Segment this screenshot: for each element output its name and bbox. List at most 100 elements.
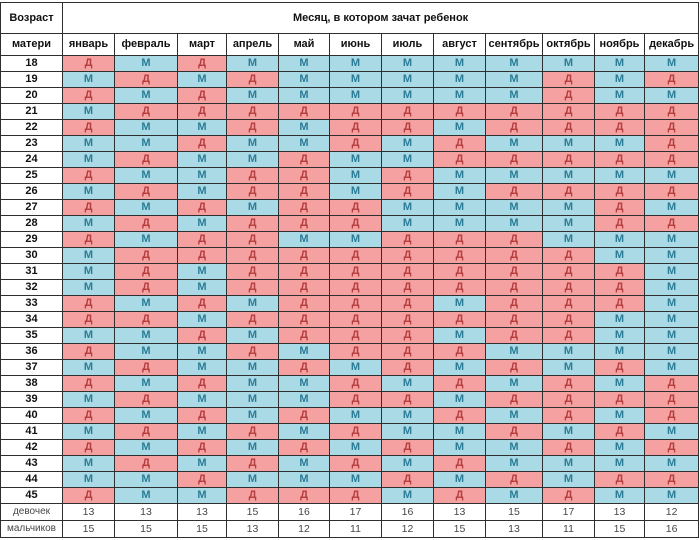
girl-cell: Д — [433, 151, 486, 168]
boy-cell: М — [62, 423, 115, 440]
boy-cell: М — [177, 487, 227, 504]
boy-cell: М — [643, 279, 700, 296]
boy-cell: М — [278, 231, 330, 248]
boy-cell: М — [62, 391, 115, 408]
boy-cell: М — [433, 439, 486, 456]
age-cell: 31 — [0, 263, 63, 280]
girl-cell: Д — [114, 247, 178, 264]
boy-cell: М — [62, 279, 115, 296]
table-row: 35 М М Д М Д Д Д М Д Д М М — [0, 327, 700, 344]
boy-cell: М — [594, 247, 645, 264]
boy-cell: М — [643, 327, 700, 344]
boy-cell: М — [226, 55, 279, 72]
age-header-line1: Возраст — [0, 2, 63, 34]
summary-row: мальчиков 15 15 15 13 12 11 12 15 13 11 15 16 — [0, 520, 700, 538]
boy-cell: М — [329, 71, 382, 88]
age-cell: 30 — [0, 247, 63, 264]
girl-cell: Д — [433, 103, 486, 120]
boy-cell: М — [329, 183, 382, 200]
girl-cell: Д — [114, 71, 178, 88]
girl-cell: Д — [278, 215, 330, 232]
boy-cell: М — [62, 183, 115, 200]
girl-cell: Д — [433, 311, 486, 328]
table-row: 26 М Д М Д Д М Д М Д Д Д Д — [0, 183, 700, 200]
girl-cell: Д — [542, 71, 595, 88]
boy-cell: М — [329, 471, 382, 488]
girl-cell: Д — [177, 407, 227, 424]
boy-cell: М — [329, 167, 382, 184]
girl-cell: Д — [114, 359, 178, 376]
girl-cell: Д — [329, 423, 382, 440]
boy-cell: М — [643, 311, 700, 328]
girl-cell: Д — [62, 87, 115, 104]
girl-cell: Д — [226, 71, 279, 88]
girl-cell: Д — [278, 151, 330, 168]
summary-value: 13 — [594, 503, 645, 521]
boy-cell: М — [114, 199, 178, 216]
girl-cell: Д — [226, 247, 279, 264]
boy-cell: М — [114, 231, 178, 248]
boy-cell: М — [226, 151, 279, 168]
girl-cell: Д — [329, 455, 382, 472]
girl-cell: Д — [381, 359, 434, 376]
girl-cell: Д — [381, 103, 434, 120]
boy-cell: М — [226, 135, 279, 152]
table-row: 18 Д М Д М М М М М М М М М — [0, 55, 700, 72]
girl-cell: Д — [433, 263, 486, 280]
girl-cell: Д — [542, 151, 595, 168]
girl-cell: Д — [226, 119, 279, 136]
boy-cell: М — [114, 439, 178, 456]
boy-cell: М — [278, 87, 330, 104]
boy-cell: М — [177, 71, 227, 88]
age-cell: 22 — [0, 119, 63, 136]
girl-cell: Д — [278, 183, 330, 200]
girl-cell: Д — [177, 87, 227, 104]
boy-cell: М — [594, 135, 645, 152]
summary-value: 13 — [177, 503, 227, 521]
girl-cell: Д — [329, 215, 382, 232]
summary-value: 15 — [177, 520, 227, 538]
boy-cell: М — [643, 167, 700, 184]
boy-cell: М — [62, 151, 115, 168]
girl-cell: Д — [485, 311, 543, 328]
boy-cell: М — [485, 87, 543, 104]
girl-cell: Д — [485, 151, 543, 168]
table-row: 23 М М Д М М Д М Д М М М Д — [0, 135, 700, 152]
boy-cell: М — [278, 375, 330, 392]
age-cell: 34 — [0, 311, 63, 328]
boy-cell: М — [226, 199, 279, 216]
boy-cell: М — [542, 199, 595, 216]
girl-cell: Д — [226, 167, 279, 184]
boy-cell: М — [114, 407, 178, 424]
boy-cell: М — [594, 311, 645, 328]
boy-cell: М — [226, 439, 279, 456]
boy-cell: М — [485, 199, 543, 216]
girl-cell: Д — [433, 231, 486, 248]
girl-cell: Д — [177, 327, 227, 344]
girl-cell: Д — [278, 407, 330, 424]
girl-cell: Д — [177, 55, 227, 72]
boy-cell: М — [594, 327, 645, 344]
boy-cell: М — [226, 407, 279, 424]
boy-cell: М — [177, 263, 227, 280]
boy-cell: М — [177, 359, 227, 376]
month-header: сентябрь — [485, 33, 543, 56]
summary-value: 15 — [485, 503, 543, 521]
girl-cell: Д — [381, 263, 434, 280]
boy-cell: М — [381, 215, 434, 232]
girl-cell: Д — [542, 183, 595, 200]
girl-cell: Д — [278, 439, 330, 456]
boy-cell: М — [594, 455, 645, 472]
girl-cell: Д — [278, 487, 330, 504]
girl-cell: Д — [594, 215, 645, 232]
boy-cell: М — [114, 375, 178, 392]
boy-cell: М — [485, 215, 543, 232]
boy-cell: М — [278, 391, 330, 408]
girl-cell: Д — [381, 343, 434, 360]
girl-cell: Д — [114, 455, 178, 472]
boy-cell: М — [114, 471, 178, 488]
girl-cell: Д — [433, 487, 486, 504]
month-header: май — [278, 33, 330, 56]
boy-cell: М — [594, 87, 645, 104]
girl-cell: Д — [62, 407, 115, 424]
